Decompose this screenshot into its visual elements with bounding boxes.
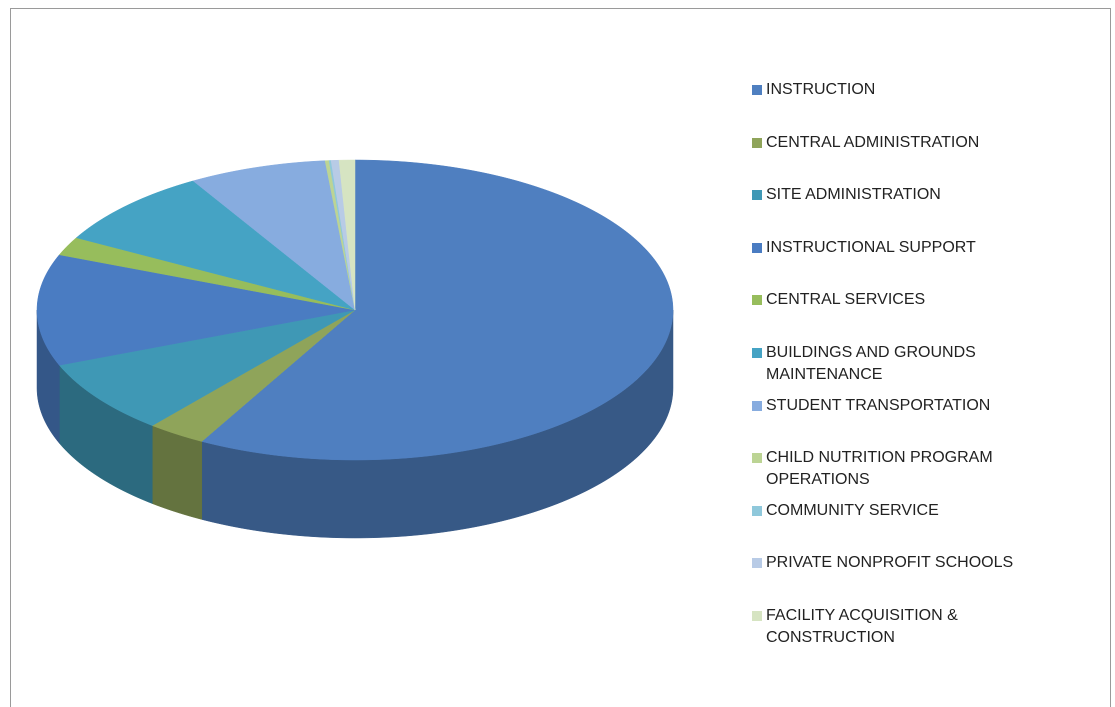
legend-label: COMMUNITY SERVICE [766,501,939,519]
pie-slice [151,309,356,442]
legend-label: CHILD NUTRITION PROGRAM OPERATIONS [766,449,993,489]
legend-item: FACILITY ACQUISITION & CONSTRUCTION [752,605,1052,649]
legend-swatch [752,558,762,569]
legend-label: BUILDINGS AND GROUNDS MAINTENANCE [766,344,976,383]
legend-label: CENTRAL ADMINISTRATION [766,133,980,151]
legend-label: FACILITY ACQUISITION & CONSTRUCTION [766,607,958,646]
legend-label: PRIVATE NONPROFIT SCHOOLS [766,554,1014,572]
legend-item: INSTRUCTION [752,79,1052,101]
legend-item: INSTRUCTIONAL SUPPORT [752,237,1052,259]
legend-swatch [752,505,762,516]
legend-item: CENTRAL SERVICES [752,289,1052,311]
legend-label: SITE ADMINISTRATION [766,186,941,204]
legend-item: SITE ADMINISTRATION [752,184,1052,206]
pie-slice [192,160,356,311]
legend-swatch [752,453,762,464]
legend-swatch [752,611,762,621]
pie-slice [338,159,356,311]
legend-item: STUDENT TRANSPORTATION [752,395,1052,417]
legend-item: PRIVATE NONPROFIT SCHOOLS [752,552,1052,574]
legend-swatch [752,190,762,201]
pie-slice [36,254,356,366]
pie-slice [58,309,356,426]
legend-item: CENTRAL ADMINISTRATION [752,132,1052,154]
legend-swatch [752,85,762,95]
legend-label: STUDENT TRANSPORTATION [766,396,991,414]
legend-swatch [752,242,762,253]
legend-swatch [752,137,762,148]
legend-item: CHILD NUTRITION PROGRAM OPERATIONS [752,447,1052,491]
pie-slice [58,237,356,311]
legend-label: INSTRUCTIONAL SUPPORT [766,238,976,256]
chart-frame [10,8,1111,707]
legend-item: BUILDINGS AND GROUNDS MAINTENANCE [752,342,1052,386]
legend-label: INSTRUCTION [766,81,876,98]
pie-slice [201,159,674,461]
legend-label: CENTRAL SERVICES [766,291,926,309]
pie-slice [75,180,356,311]
legend-swatch [752,348,762,358]
legend-item: COMMUNITY SERVICE [752,500,1052,522]
legend-swatch [752,400,762,411]
legend-swatch [752,295,762,306]
